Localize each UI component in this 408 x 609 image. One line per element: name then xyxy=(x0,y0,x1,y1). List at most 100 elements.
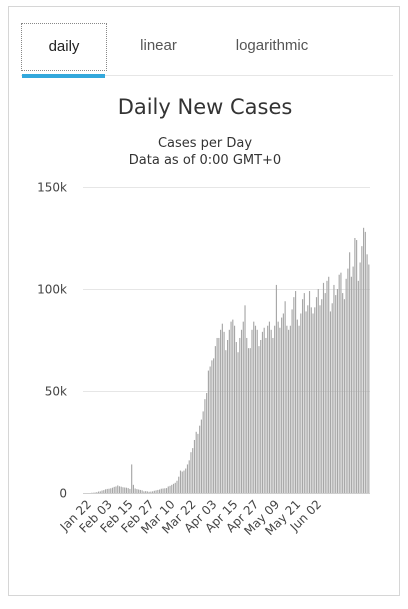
bar xyxy=(326,280,328,493)
bar xyxy=(202,411,204,493)
bar xyxy=(321,299,323,493)
bar xyxy=(178,476,180,493)
bar xyxy=(261,331,264,493)
bar xyxy=(152,491,154,493)
bar xyxy=(328,276,330,493)
bar xyxy=(364,231,366,493)
bar xyxy=(111,487,114,493)
bar xyxy=(124,487,126,493)
bar xyxy=(186,464,189,493)
bar xyxy=(227,340,229,493)
bar xyxy=(354,238,356,493)
bar xyxy=(106,488,108,493)
bar xyxy=(307,305,309,493)
bar xyxy=(324,293,326,493)
bar xyxy=(237,352,239,493)
bar xyxy=(192,448,194,493)
bar xyxy=(319,305,321,493)
y-tick-label: 100k xyxy=(37,283,67,297)
bar xyxy=(94,492,96,493)
bar xyxy=(209,366,211,493)
bar xyxy=(207,370,209,493)
bar xyxy=(239,337,241,493)
bar xyxy=(139,489,141,493)
bar xyxy=(176,480,178,493)
bar xyxy=(108,488,110,493)
bar xyxy=(117,485,119,493)
bar xyxy=(200,419,202,493)
bar xyxy=(190,452,192,493)
bar xyxy=(220,329,222,493)
bar xyxy=(155,490,157,493)
bar xyxy=(204,399,206,493)
bar xyxy=(127,488,129,493)
bar xyxy=(143,491,145,493)
bar xyxy=(295,291,297,493)
bar xyxy=(125,487,128,493)
bar xyxy=(138,489,140,493)
bar xyxy=(366,254,368,493)
bar xyxy=(345,278,347,493)
bar xyxy=(199,425,201,493)
bar xyxy=(193,439,196,493)
bar xyxy=(293,297,295,493)
bar xyxy=(242,321,244,493)
bar xyxy=(104,489,107,493)
bar xyxy=(213,358,215,493)
bar xyxy=(179,470,182,493)
bar xyxy=(246,337,248,493)
tab-logarithmic[interactable]: logarithmic xyxy=(235,37,309,54)
bar xyxy=(164,488,166,493)
bar xyxy=(254,325,257,493)
active-tab-indicator xyxy=(22,74,105,78)
bar xyxy=(134,488,136,493)
chart-title: Daily New Cases xyxy=(117,95,293,119)
bar xyxy=(267,325,269,493)
bar xyxy=(97,491,100,493)
y-axis-ticks: 0 50k 100k 150k xyxy=(37,181,67,501)
bar xyxy=(333,284,335,493)
bar xyxy=(103,490,105,493)
bar xyxy=(162,488,164,493)
bar xyxy=(301,299,304,493)
tab-daily[interactable]: daily xyxy=(21,23,107,71)
bar xyxy=(223,331,225,493)
bar xyxy=(165,488,168,493)
bar xyxy=(240,329,243,493)
bar xyxy=(228,329,230,493)
bar xyxy=(172,483,175,493)
bars xyxy=(91,227,370,494)
bar xyxy=(300,313,302,493)
y-tick-label: 0 xyxy=(59,487,67,501)
bar xyxy=(272,337,274,493)
bar xyxy=(296,319,298,493)
bar xyxy=(244,305,246,493)
bar xyxy=(303,293,305,493)
bar xyxy=(338,274,340,493)
tab-linear[interactable]: linear xyxy=(140,37,177,54)
bar xyxy=(188,460,190,493)
bar xyxy=(115,486,117,493)
bar xyxy=(308,291,311,493)
bar xyxy=(281,317,283,493)
bar xyxy=(211,360,213,493)
bar xyxy=(263,327,265,493)
bar xyxy=(148,491,150,493)
bar xyxy=(335,295,337,493)
bar xyxy=(153,490,155,493)
bar xyxy=(361,246,363,493)
y-tick-label: 50k xyxy=(45,385,67,399)
bar xyxy=(157,489,159,493)
bar xyxy=(129,488,131,493)
bar xyxy=(159,489,161,493)
bar xyxy=(101,490,103,493)
chart-subtitle-line-1: Cases per Day xyxy=(157,136,253,151)
bar xyxy=(298,325,300,493)
bar xyxy=(312,313,314,493)
bar xyxy=(99,491,101,493)
bar xyxy=(310,307,312,493)
bar xyxy=(286,325,288,493)
bar xyxy=(122,487,124,493)
bar xyxy=(214,346,216,493)
